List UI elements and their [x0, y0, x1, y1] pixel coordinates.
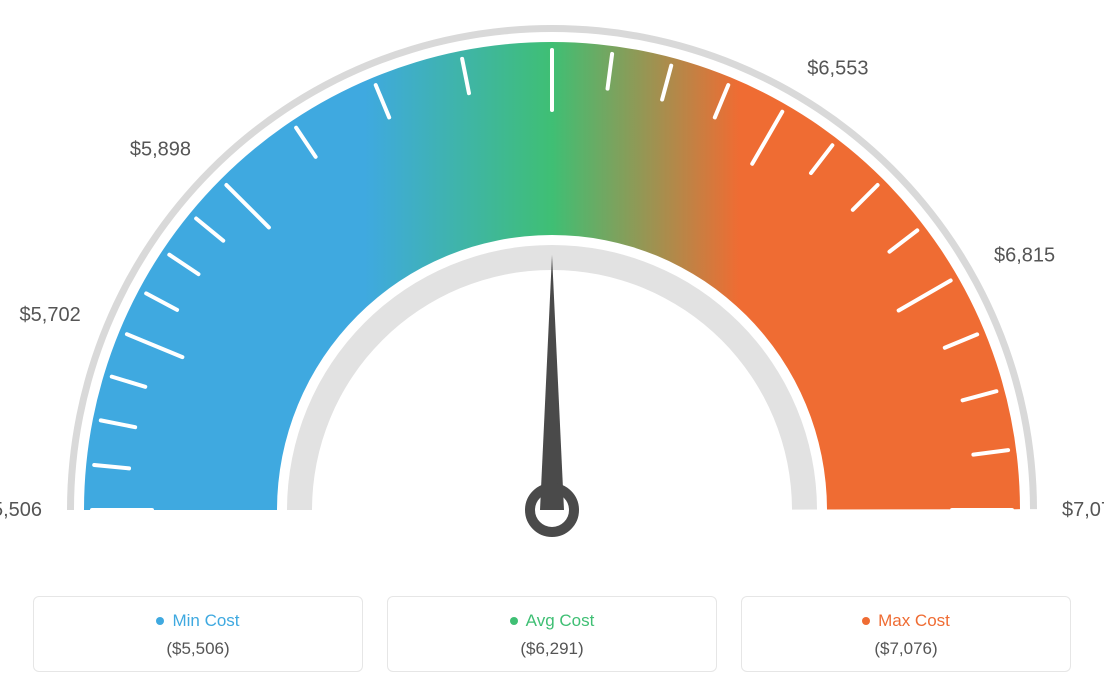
gauge-tick-label: $6,291	[521, 0, 582, 1]
legend-value-min: ($5,506)	[44, 639, 352, 659]
legend-value-max: ($7,076)	[752, 639, 1060, 659]
gauge-tick-label: $5,506	[0, 499, 42, 521]
legend-dot-min	[156, 617, 164, 625]
legend-value-avg: ($6,291)	[398, 639, 706, 659]
legend-card-min: Min Cost ($5,506)	[33, 596, 363, 672]
gauge-tick-label: $5,702	[20, 304, 81, 326]
gauge-tick-label: $7,076	[1062, 499, 1104, 521]
legend-title-max: Max Cost	[862, 611, 950, 631]
legend-row: Min Cost ($5,506) Avg Cost ($6,291) Max …	[0, 596, 1104, 672]
legend-card-max: Max Cost ($7,076)	[741, 596, 1071, 672]
gauge-tick-label: $5,898	[130, 139, 191, 161]
legend-title-avg-text: Avg Cost	[526, 611, 595, 631]
gauge-chart: $5,506 $5,702 $5,898 $6,291 $6,553 $6,815 $7,0…	[0, 0, 1104, 560]
legend-title-max-text: Max Cost	[878, 611, 950, 631]
legend-dot-avg	[510, 617, 518, 625]
legend-dot-max	[862, 617, 870, 625]
legend-title-avg: Avg Cost	[510, 611, 595, 631]
legend-card-avg: Avg Cost ($6,291)	[387, 596, 717, 672]
chart-container: $5,506 $5,702 $5,898 $6,291 $6,553 $6,815 $7,0…	[0, 0, 1104, 690]
legend-title-min-text: Min Cost	[172, 611, 239, 631]
gauge-tick-label: $6,815	[994, 245, 1055, 267]
gauge-tick-label: $6,553	[807, 57, 868, 79]
legend-title-min: Min Cost	[156, 611, 239, 631]
